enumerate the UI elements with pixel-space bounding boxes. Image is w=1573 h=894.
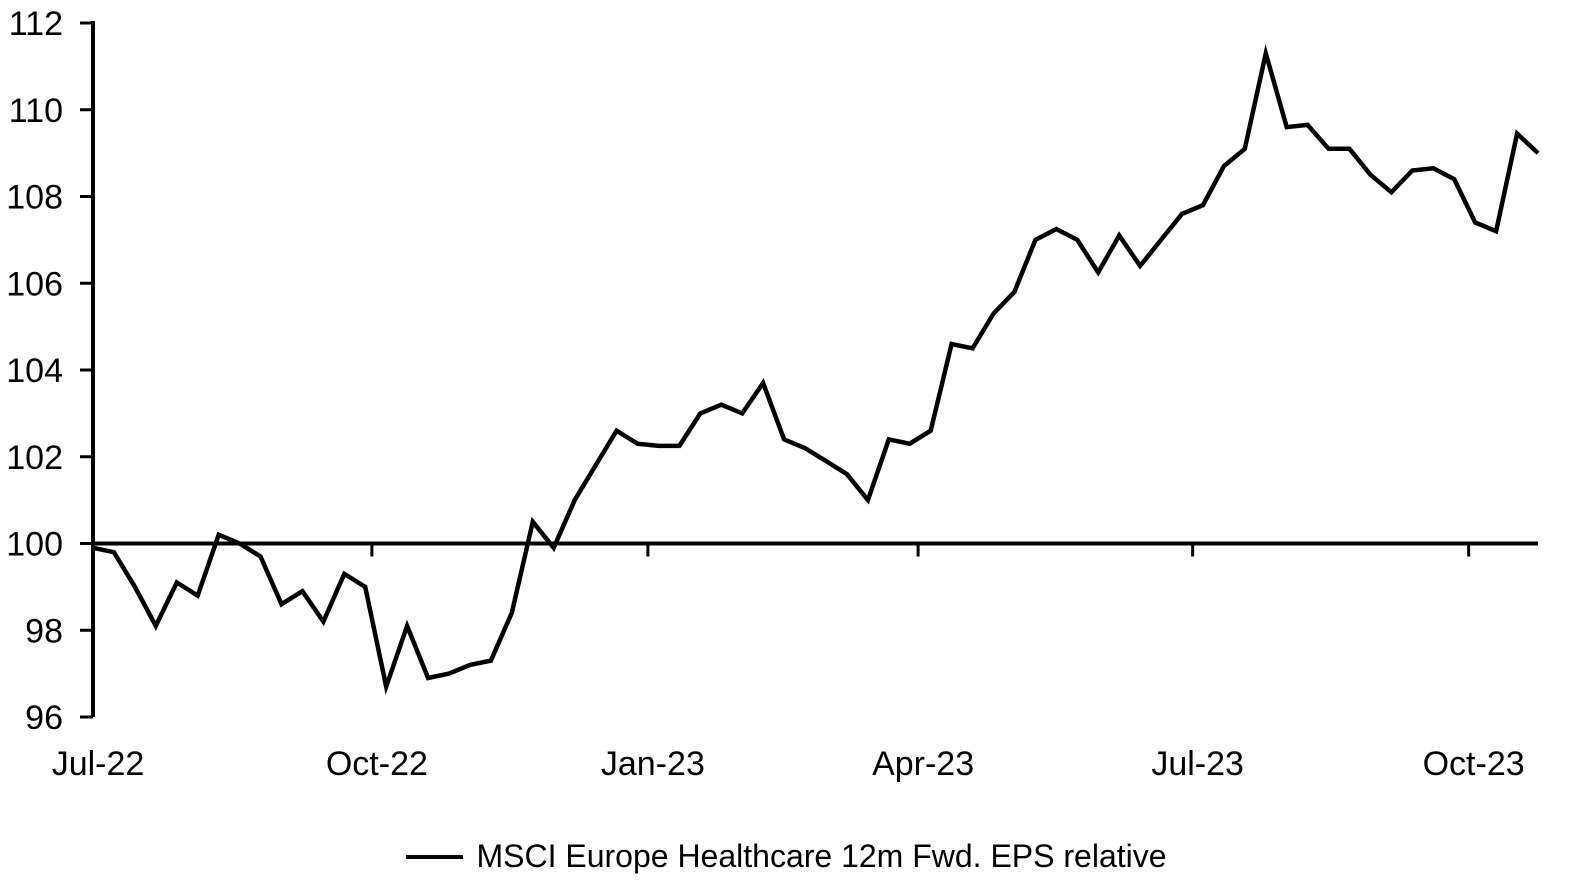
x-tick-label: Jul-23 [1151, 745, 1244, 783]
legend-series-label: MSCI Europe Healthcare 12m Fwd. EPS rela… [476, 838, 1167, 874]
legend-line-sample [406, 854, 464, 859]
y-tick-label: 112 [9, 5, 63, 43]
x-tick-label: Jan-23 [601, 745, 705, 783]
x-tick-label: Oct-23 [1423, 745, 1525, 783]
x-tick-label: Apr-23 [872, 745, 974, 783]
y-tick-label: 110 [9, 92, 63, 130]
y-tick-label: 98 [25, 612, 63, 650]
x-tick-label: Oct-22 [326, 745, 428, 783]
chart-canvas: 96 98 100 102 104 106 108 110 112 Jul-22 Oct-22 Jan… [6, 5, 1540, 783]
series-line [92, 44, 1540, 696]
y-tick-label: 96 [25, 699, 63, 737]
y-tick-label: 102 [6, 439, 63, 477]
y-tick-label: 108 [6, 179, 63, 217]
y-tick-label: 106 [6, 265, 63, 303]
x-tick-label: Jul-22 [52, 745, 145, 783]
y-tick-label: 104 [6, 352, 63, 390]
chart-legend: MSCI Europe Healthcare 12m Fwd. EPS rela… [0, 838, 1573, 875]
y-tick-label: 100 [6, 526, 63, 564]
